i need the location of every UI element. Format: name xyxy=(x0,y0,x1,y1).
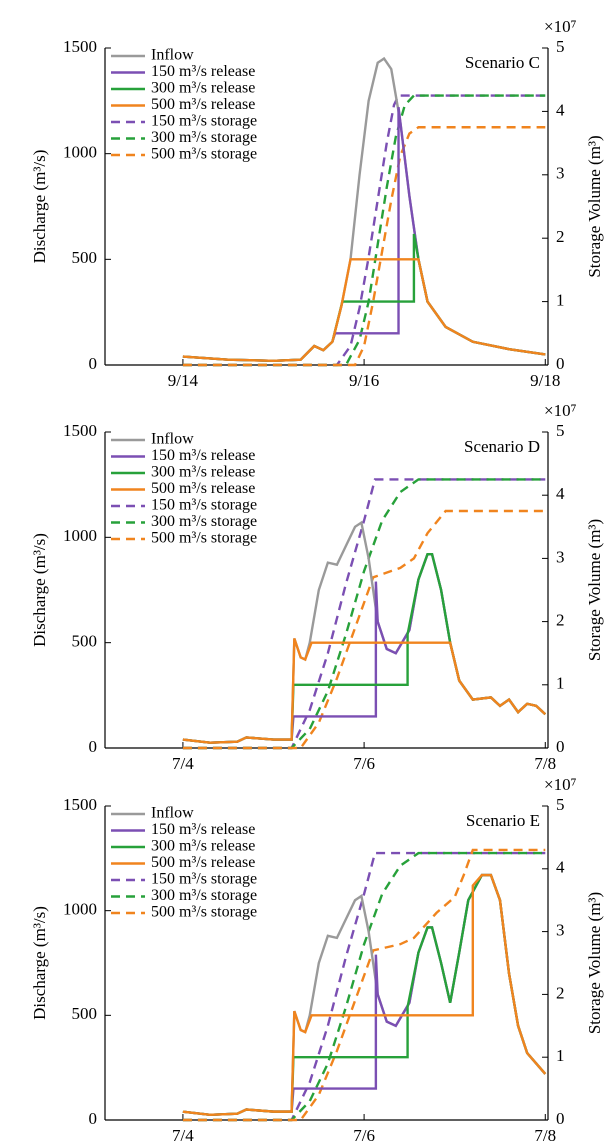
y2-tick-label: 4 xyxy=(556,484,565,503)
series-line xyxy=(182,552,547,744)
series-line xyxy=(182,520,547,744)
y2-tick-label: 1 xyxy=(556,291,565,310)
y2-tick-label: 3 xyxy=(556,547,565,566)
y2-scale-label: ×10⁷ xyxy=(544,17,577,36)
legend-label: 150 m³/s storage xyxy=(151,497,257,514)
y-tick-label: 500 xyxy=(72,248,98,267)
y2-tick-label: 0 xyxy=(556,737,565,756)
y-tick-label: 1500 xyxy=(63,421,97,440)
x-tick-label: 7/6 xyxy=(353,754,375,773)
legend-label: 150 m³/s release xyxy=(151,821,255,838)
y-tick-label: 1000 xyxy=(63,143,97,162)
legend-label: Inflow xyxy=(151,431,194,448)
y2-scale-label: ×10⁷ xyxy=(544,775,577,794)
y-tick-label: 0 xyxy=(89,1109,98,1128)
y2-tick-label: 4 xyxy=(556,100,565,119)
legend-label: 300 m³/s storage xyxy=(151,129,257,146)
series-line xyxy=(182,638,547,744)
y-tick-label: 500 xyxy=(72,1004,98,1023)
legend-label: 500 m³/s release xyxy=(151,96,255,113)
legend-label: 300 m³/s release xyxy=(151,80,255,97)
x-tick-label: 9/14 xyxy=(168,371,199,390)
series-line xyxy=(182,851,546,1122)
series-line xyxy=(182,873,547,1116)
y2-tick-label: 3 xyxy=(556,921,565,940)
y2-tick-label: 4 xyxy=(556,858,565,877)
y2-axis-label: Storage Volume (m³) xyxy=(585,892,604,1034)
series-line xyxy=(182,848,546,1122)
legend-label: 150 m³/s release xyxy=(151,63,255,80)
series-line xyxy=(182,478,546,750)
y-tick-label: 1500 xyxy=(63,795,97,814)
legend-label: 300 m³/s storage xyxy=(151,513,257,530)
y-tick-label: 0 xyxy=(89,354,98,373)
y-axis-label: Discharge (m³/s) xyxy=(30,906,49,1020)
legend-label: 300 m³/s release xyxy=(151,464,255,481)
x-tick-label: 7/4 xyxy=(172,754,194,773)
series-line xyxy=(182,94,546,367)
legend-label: 500 m³/s release xyxy=(151,854,255,871)
y2-tick-label: 2 xyxy=(556,611,565,630)
y2-axis-label: Storage Volume (m³) xyxy=(585,519,604,661)
legend-label: 300 m³/s release xyxy=(151,838,255,855)
y2-tick-label: 2 xyxy=(556,983,565,1002)
legend-label: 500 m³/s storage xyxy=(151,530,257,547)
y2-tick-label: 5 xyxy=(556,795,565,814)
y2-tick-label: 2 xyxy=(556,227,565,246)
series-line xyxy=(182,552,547,744)
y-tick-label: 1000 xyxy=(63,900,97,919)
legend-label: 500 m³/s release xyxy=(151,480,255,497)
legend-label: 500 m³/s storage xyxy=(151,146,257,163)
x-tick-label: 7/8 xyxy=(534,1126,556,1142)
legend-label: 150 m³/s release xyxy=(151,447,255,464)
y2-tick-label: 1 xyxy=(556,1046,565,1065)
y-tick-label: 500 xyxy=(72,632,98,651)
y2-tick-label: 5 xyxy=(556,37,565,56)
x-tick-label: 7/6 xyxy=(353,1126,375,1142)
series-line xyxy=(182,851,546,1122)
legend-label: 150 m³/s storage xyxy=(151,113,257,130)
legend-label: 150 m³/s storage xyxy=(151,871,257,888)
x-tick-label: 7/4 xyxy=(172,1126,194,1142)
y-tick-label: 0 xyxy=(89,737,98,756)
legend-label: Inflow xyxy=(151,805,194,822)
x-tick-label: 9/16 xyxy=(349,371,379,390)
series-line xyxy=(182,258,546,362)
y2-tick-label: 0 xyxy=(556,354,565,373)
y-tick-label: 1500 xyxy=(63,37,97,56)
y2-tick-label: 1 xyxy=(556,674,565,693)
y2-scale-label: ×10⁷ xyxy=(544,401,577,420)
series-line xyxy=(182,509,546,750)
panel-title: Scenario C xyxy=(465,53,540,72)
y2-tick-label: 0 xyxy=(556,1109,565,1128)
panel-title: Scenario E xyxy=(466,811,540,830)
legend-label: 300 m³/s storage xyxy=(151,887,257,904)
y-tick-label: 1000 xyxy=(63,526,97,545)
series-line xyxy=(182,126,546,367)
y2-tick-label: 5 xyxy=(556,421,565,440)
x-tick-label: 7/8 xyxy=(534,754,556,773)
y-axis-label: Discharge (m³/s) xyxy=(30,533,49,647)
y-axis-label: Discharge (m³/s) xyxy=(30,150,49,264)
series-line xyxy=(182,478,546,750)
y2-tick-label: 3 xyxy=(556,164,565,183)
legend-label: 500 m³/s storage xyxy=(151,904,257,921)
y2-axis-label: Storage Volume (m³) xyxy=(585,135,604,277)
x-tick-label: 9/18 xyxy=(530,371,560,390)
panel-title: Scenario D xyxy=(464,437,540,456)
legend-label: Inflow xyxy=(151,47,194,64)
